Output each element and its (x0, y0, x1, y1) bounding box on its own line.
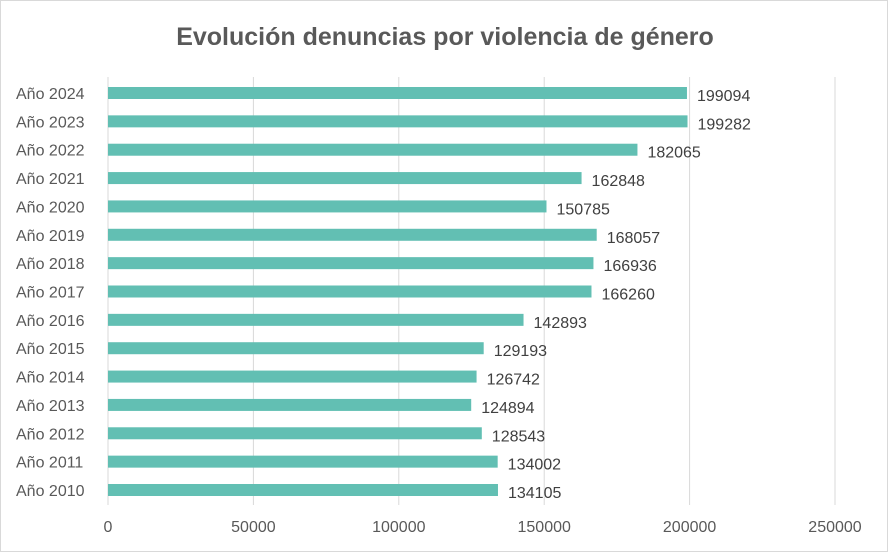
x-axis-ticks: 0 50000 100000 150000 200000 250000 (104, 519, 862, 536)
category-label: Año 2013 (16, 398, 85, 415)
category-label: Año 2022 (16, 143, 85, 160)
data-label: 182065 (647, 145, 700, 162)
bar (108, 87, 687, 99)
bar (108, 427, 482, 440)
category-label: Año 2014 (16, 370, 85, 387)
data-label: 199094 (697, 88, 750, 105)
data-label: 166260 (601, 287, 654, 304)
data-label: 199282 (698, 116, 751, 133)
bar (108, 200, 547, 213)
chart-title: Evolución denuncias por violencia de gén… (176, 23, 714, 51)
bars (108, 87, 688, 496)
data-label: 129193 (494, 343, 547, 360)
bar (108, 342, 484, 355)
bar (108, 370, 477, 383)
category-label: Año 2023 (16, 114, 85, 131)
bar (108, 172, 582, 185)
data-label: 142893 (534, 315, 587, 332)
bar (108, 484, 498, 496)
bar (108, 115, 688, 128)
category-label: Año 2020 (16, 199, 85, 216)
bar (108, 313, 524, 326)
bar (108, 143, 638, 156)
bar (108, 228, 597, 241)
data-label: 124894 (481, 400, 534, 417)
data-label: 166936 (603, 258, 656, 275)
x-tick-label: 150000 (518, 519, 571, 536)
category-label: Año 2015 (16, 341, 85, 358)
data-label: 134105 (508, 485, 561, 502)
category-label: Año 2016 (16, 313, 85, 330)
category-label: Año 2010 (16, 483, 85, 500)
category-label: Año 2024 (16, 86, 85, 103)
category-labels: Año 2024 Año 2023 Año 2022 Año 2021 Año 2020… (16, 86, 85, 500)
data-label: 134002 (508, 457, 561, 474)
bar (108, 455, 498, 468)
category-label: Año 2018 (16, 256, 85, 273)
x-tick-label: 250000 (808, 519, 861, 536)
category-label: Año 2012 (16, 426, 85, 443)
data-label: 150785 (556, 201, 609, 218)
data-label: 126742 (487, 372, 540, 389)
x-tick-label: 0 (104, 519, 113, 536)
category-label: Año 2021 (16, 171, 85, 188)
bar (108, 398, 472, 411)
category-label: Año 2011 (16, 455, 83, 472)
x-tick-label: 50000 (231, 519, 276, 536)
data-label: 162848 (592, 173, 645, 190)
data-label: 168057 (607, 230, 660, 247)
x-tick-label: 200000 (663, 519, 716, 536)
x-tick-label: 100000 (372, 519, 425, 536)
category-label: Año 2019 (16, 228, 85, 245)
bar (108, 257, 594, 270)
bar (108, 285, 592, 298)
data-label: 128543 (492, 428, 545, 445)
category-label: Año 2017 (16, 285, 85, 302)
